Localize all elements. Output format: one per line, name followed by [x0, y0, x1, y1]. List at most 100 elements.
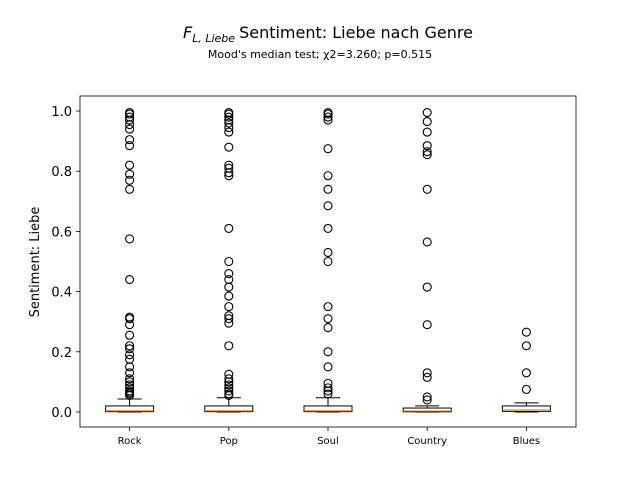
outlier-point	[125, 354, 135, 364]
outlier-point	[125, 135, 135, 145]
outlier-point	[422, 392, 432, 402]
outlier-point	[224, 383, 234, 393]
axes-frame	[79, 95, 577, 428]
outlier-point	[422, 237, 432, 247]
outlier-point	[125, 312, 135, 322]
y-tick-label: 0.0	[51, 406, 72, 421]
x-tick-label: Rock	[118, 436, 142, 447]
outlier-point	[125, 374, 135, 384]
box-iqr	[105, 405, 155, 413]
outlier-point	[224, 380, 234, 390]
outlier-point	[323, 378, 333, 388]
outlier-point	[422, 117, 432, 127]
outlier-point	[323, 171, 333, 181]
outlier-point	[224, 374, 234, 384]
outlier-point	[323, 201, 333, 211]
outlier-point	[521, 341, 531, 351]
outlier-point	[521, 368, 531, 378]
outlier-point	[224, 112, 234, 122]
outlier-point	[323, 144, 333, 154]
box-iqr	[303, 405, 353, 413]
x-tick-label: Pop	[220, 436, 238, 447]
outlier-point	[224, 386, 234, 396]
plot-area: 0.0 0.2 0.4 0.6 0.8 1.0 Rock Pop Soul Country Blue…	[51, 95, 577, 447]
outlier-point	[125, 362, 135, 372]
outlier-point	[422, 184, 432, 194]
outlier-point	[323, 223, 333, 233]
outlier-point	[125, 330, 135, 340]
chart-title: FL, Liebe Sentiment: Liebe nach Genre	[183, 23, 473, 45]
outlier-point	[125, 344, 135, 354]
y-tick-label: 0.8	[51, 165, 72, 180]
outlier-point	[422, 395, 432, 405]
outlier-point	[125, 124, 135, 134]
outlier-point	[224, 163, 234, 173]
outlier-point	[521, 384, 531, 394]
outlier-point	[224, 389, 234, 399]
outlier-point	[125, 341, 135, 351]
outlier-point	[224, 127, 234, 137]
outlier-point	[224, 275, 234, 285]
outlier-point	[323, 362, 333, 372]
box-iqr	[204, 405, 254, 413]
outlier-point	[323, 256, 333, 267]
outlier-point	[125, 386, 135, 396]
outlier-point	[125, 377, 135, 387]
outlier-point	[224, 341, 234, 351]
outlier-point	[422, 127, 432, 137]
y-tick-label: 0.6	[51, 225, 72, 240]
outlier-point	[224, 268, 234, 279]
x-tick-label: Soul	[317, 436, 339, 447]
outlier-point	[125, 234, 135, 244]
outlier-point	[422, 320, 432, 330]
outlier-point	[224, 256, 234, 267]
outlier-point	[224, 160, 234, 170]
outlier-point	[422, 141, 432, 151]
outlier-point	[323, 247, 333, 258]
outlier-point	[323, 108, 333, 118]
box-iqr	[402, 407, 452, 413]
outlier-point	[323, 347, 333, 357]
outlier-point	[224, 108, 234, 118]
outlier-point	[125, 141, 135, 151]
chart-subtitle: Mood's median test; χ2=3.260; p=0.515	[208, 48, 432, 61]
y-tick-label: 0.2	[51, 346, 72, 361]
box-iqr	[501, 405, 551, 412]
outlier-point	[125, 368, 135, 378]
outlier-point	[323, 383, 333, 393]
outlier-point	[224, 223, 234, 233]
y-axis-label: Sentiment: Liebe	[28, 207, 43, 318]
outlier-point	[323, 323, 333, 333]
outlier-point	[125, 350, 135, 360]
outlier-point	[125, 169, 135, 179]
outlier-point	[323, 302, 333, 312]
outlier-point	[224, 302, 234, 312]
outlier-point	[422, 372, 432, 382]
outlier-point	[125, 275, 135, 285]
outlier-point	[224, 291, 234, 301]
outlier-point	[323, 389, 333, 399]
outlier-point	[125, 160, 135, 170]
outlier-point	[422, 147, 432, 157]
outlier-point	[224, 142, 234, 152]
outlier-point	[422, 368, 432, 378]
x-tick-label: Country	[407, 436, 447, 447]
outlier-point	[422, 150, 432, 160]
outlier-point	[125, 380, 135, 390]
outlier-point	[224, 282, 234, 292]
outlier-point	[125, 184, 135, 194]
outlier-point	[323, 184, 333, 194]
outlier-point	[224, 118, 234, 128]
outlier-point	[323, 314, 333, 324]
outlier-point	[224, 314, 234, 324]
outlier-point	[422, 282, 432, 292]
y-tick-label: 0.4	[51, 286, 72, 301]
x-tick-label: Blues	[513, 436, 540, 447]
outlier-point	[224, 369, 234, 379]
outlier-point	[521, 327, 531, 337]
outlier-point	[125, 108, 135, 118]
y-tick-label: 1.0	[51, 105, 72, 120]
outlier-point	[125, 383, 135, 393]
outlier-point	[125, 112, 135, 122]
